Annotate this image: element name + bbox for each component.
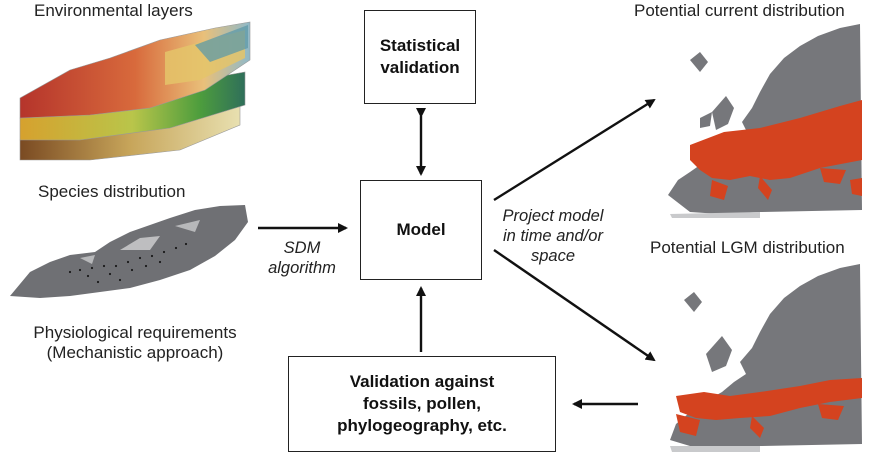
lgm-distribution-title: Potential LGM distribution	[650, 238, 845, 257]
project-model-label: Project model in time and/or space	[490, 206, 616, 266]
species-distribution-map	[10, 205, 248, 298]
validation-line-2: fossils, pollen,	[362, 394, 482, 413]
project-line-2: in time and/or	[503, 227, 603, 245]
lgm-distribution-map	[670, 264, 862, 452]
current-distribution-map	[668, 24, 862, 218]
sdm-line-1: SDM	[283, 239, 321, 257]
statistical-validation-box: Statistical validation	[364, 10, 476, 104]
model-box: Model	[360, 180, 482, 280]
model-to-lgm-arrow	[493, 249, 656, 362]
project-line-1: Project model	[502, 207, 604, 225]
species-distribution-label: Species distribution	[38, 182, 186, 201]
physiological-requirements-label: Physiological requirements (Mechanistic …	[10, 323, 260, 363]
model-label: Model	[396, 220, 446, 239]
current-distribution-title: Potential current distribution	[634, 1, 845, 20]
project-line-3: space	[530, 247, 576, 265]
environmental-layers-label: Environmental layers	[34, 1, 193, 20]
sdm-line-2: algorithm	[268, 259, 336, 277]
model-to-current-arrow	[493, 98, 656, 202]
physiological-line-1: Physiological requirements	[33, 323, 237, 342]
validation-line-1: Validation against	[349, 372, 495, 391]
physiological-line-2: (Mechanistic approach)	[46, 343, 224, 362]
sdm-algorithm-label: SDM algorithm	[262, 238, 342, 278]
statistical-line-1: Statistical	[379, 36, 461, 55]
validation-line-3: phylogeography, etc.	[337, 416, 507, 435]
statistical-line-2: validation	[380, 58, 460, 77]
validation-box: Validation against fossils, pollen, phyl…	[288, 356, 556, 452]
environmental-layers-image	[19, 21, 251, 161]
